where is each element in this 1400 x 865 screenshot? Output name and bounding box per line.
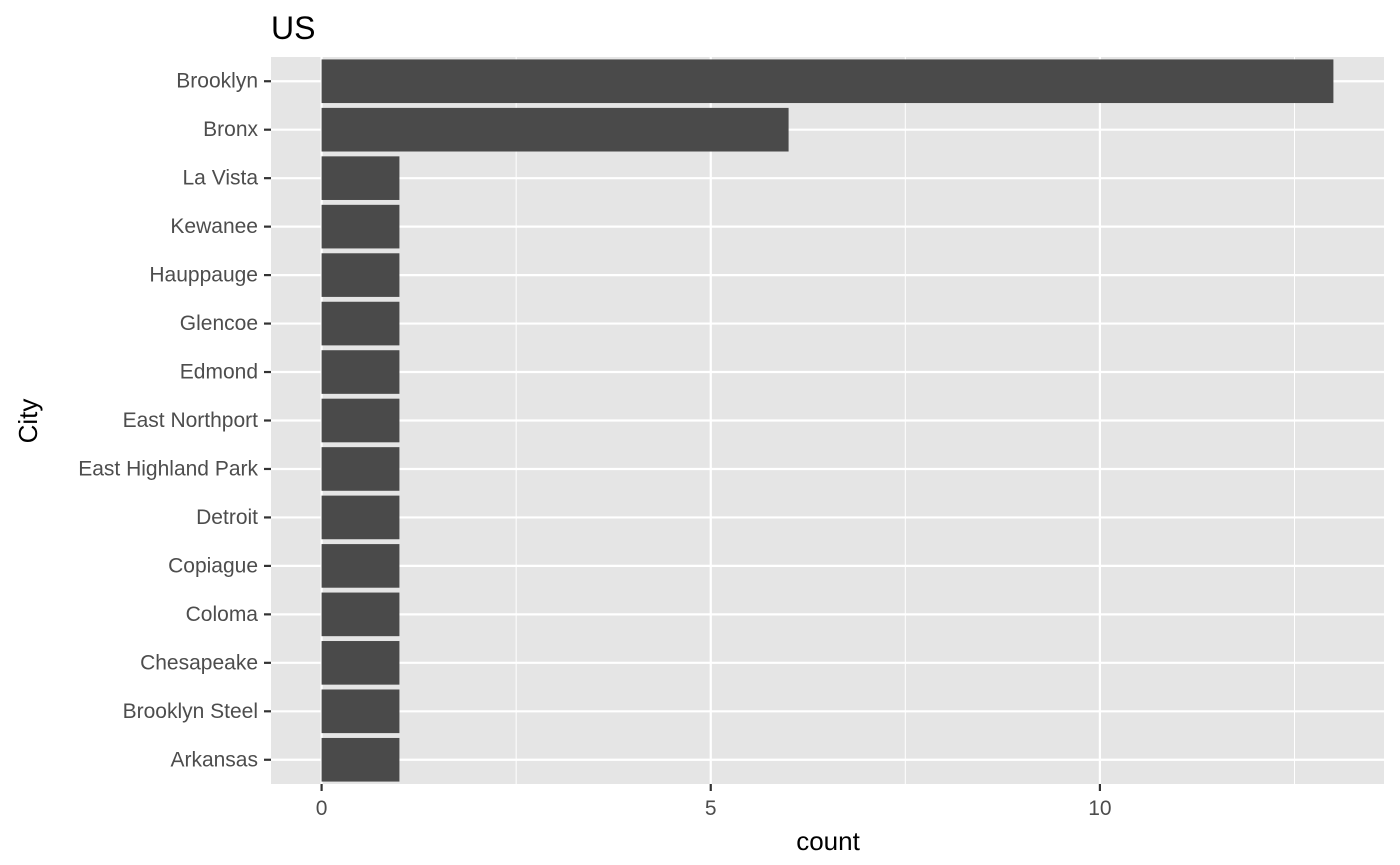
y-tick-label: Glencoe bbox=[180, 312, 258, 335]
bar-detroit bbox=[321, 495, 400, 540]
y-axis: Brooklyn Bronx La Vista Kewanee Hauppauge Gle… bbox=[78, 70, 271, 771]
bar-copiague bbox=[321, 544, 400, 588]
bar-brooklyn-steel bbox=[321, 689, 400, 734]
x-axis: 0 5 10 bbox=[316, 784, 1112, 820]
y-tick-label: Detroit bbox=[196, 506, 258, 529]
bar-bronx bbox=[321, 107, 789, 152]
y-tick-label: Chesapeake bbox=[140, 651, 258, 674]
bar-edmond bbox=[321, 350, 400, 394]
y-tick-label: Brooklyn Steel bbox=[123, 700, 258, 723]
bar-kewanee bbox=[321, 204, 400, 249]
y-tick-label: Bronx bbox=[203, 118, 258, 141]
y-tick-label: Hauppauge bbox=[149, 264, 258, 287]
y-axis-title: City bbox=[13, 399, 43, 444]
x-axis-title: count bbox=[796, 826, 860, 856]
bar-east-highland-park bbox=[321, 447, 400, 491]
bar-chesapeake bbox=[321, 641, 400, 685]
chart-title: US bbox=[271, 10, 315, 46]
x-tick-label: 10 bbox=[1088, 797, 1111, 820]
y-tick-label: East Northport bbox=[123, 409, 259, 432]
y-tick-label: Coloma bbox=[186, 603, 259, 626]
y-tick-label: La Vista bbox=[183, 167, 259, 190]
bar-glencoe bbox=[321, 301, 400, 346]
bar-hauppauge bbox=[321, 253, 400, 297]
x-tick-label: 0 bbox=[316, 797, 328, 820]
y-tick-label: Brooklyn bbox=[176, 70, 258, 93]
bar-brooklyn bbox=[321, 59, 1334, 104]
bar-arkansas bbox=[321, 737, 400, 782]
y-tick-label: Kewanee bbox=[170, 215, 258, 238]
bar-la-vista bbox=[321, 156, 400, 200]
y-tick-label: Copiague bbox=[168, 554, 258, 577]
y-tick-label: Edmond bbox=[180, 361, 258, 384]
y-tick-label: Arkansas bbox=[170, 748, 258, 771]
x-tick-label: 5 bbox=[705, 797, 717, 820]
y-tick-label: East Highland Park bbox=[78, 457, 258, 480]
bar-coloma bbox=[321, 592, 400, 637]
bar-east-northport bbox=[321, 398, 400, 443]
bars bbox=[321, 59, 1334, 782]
